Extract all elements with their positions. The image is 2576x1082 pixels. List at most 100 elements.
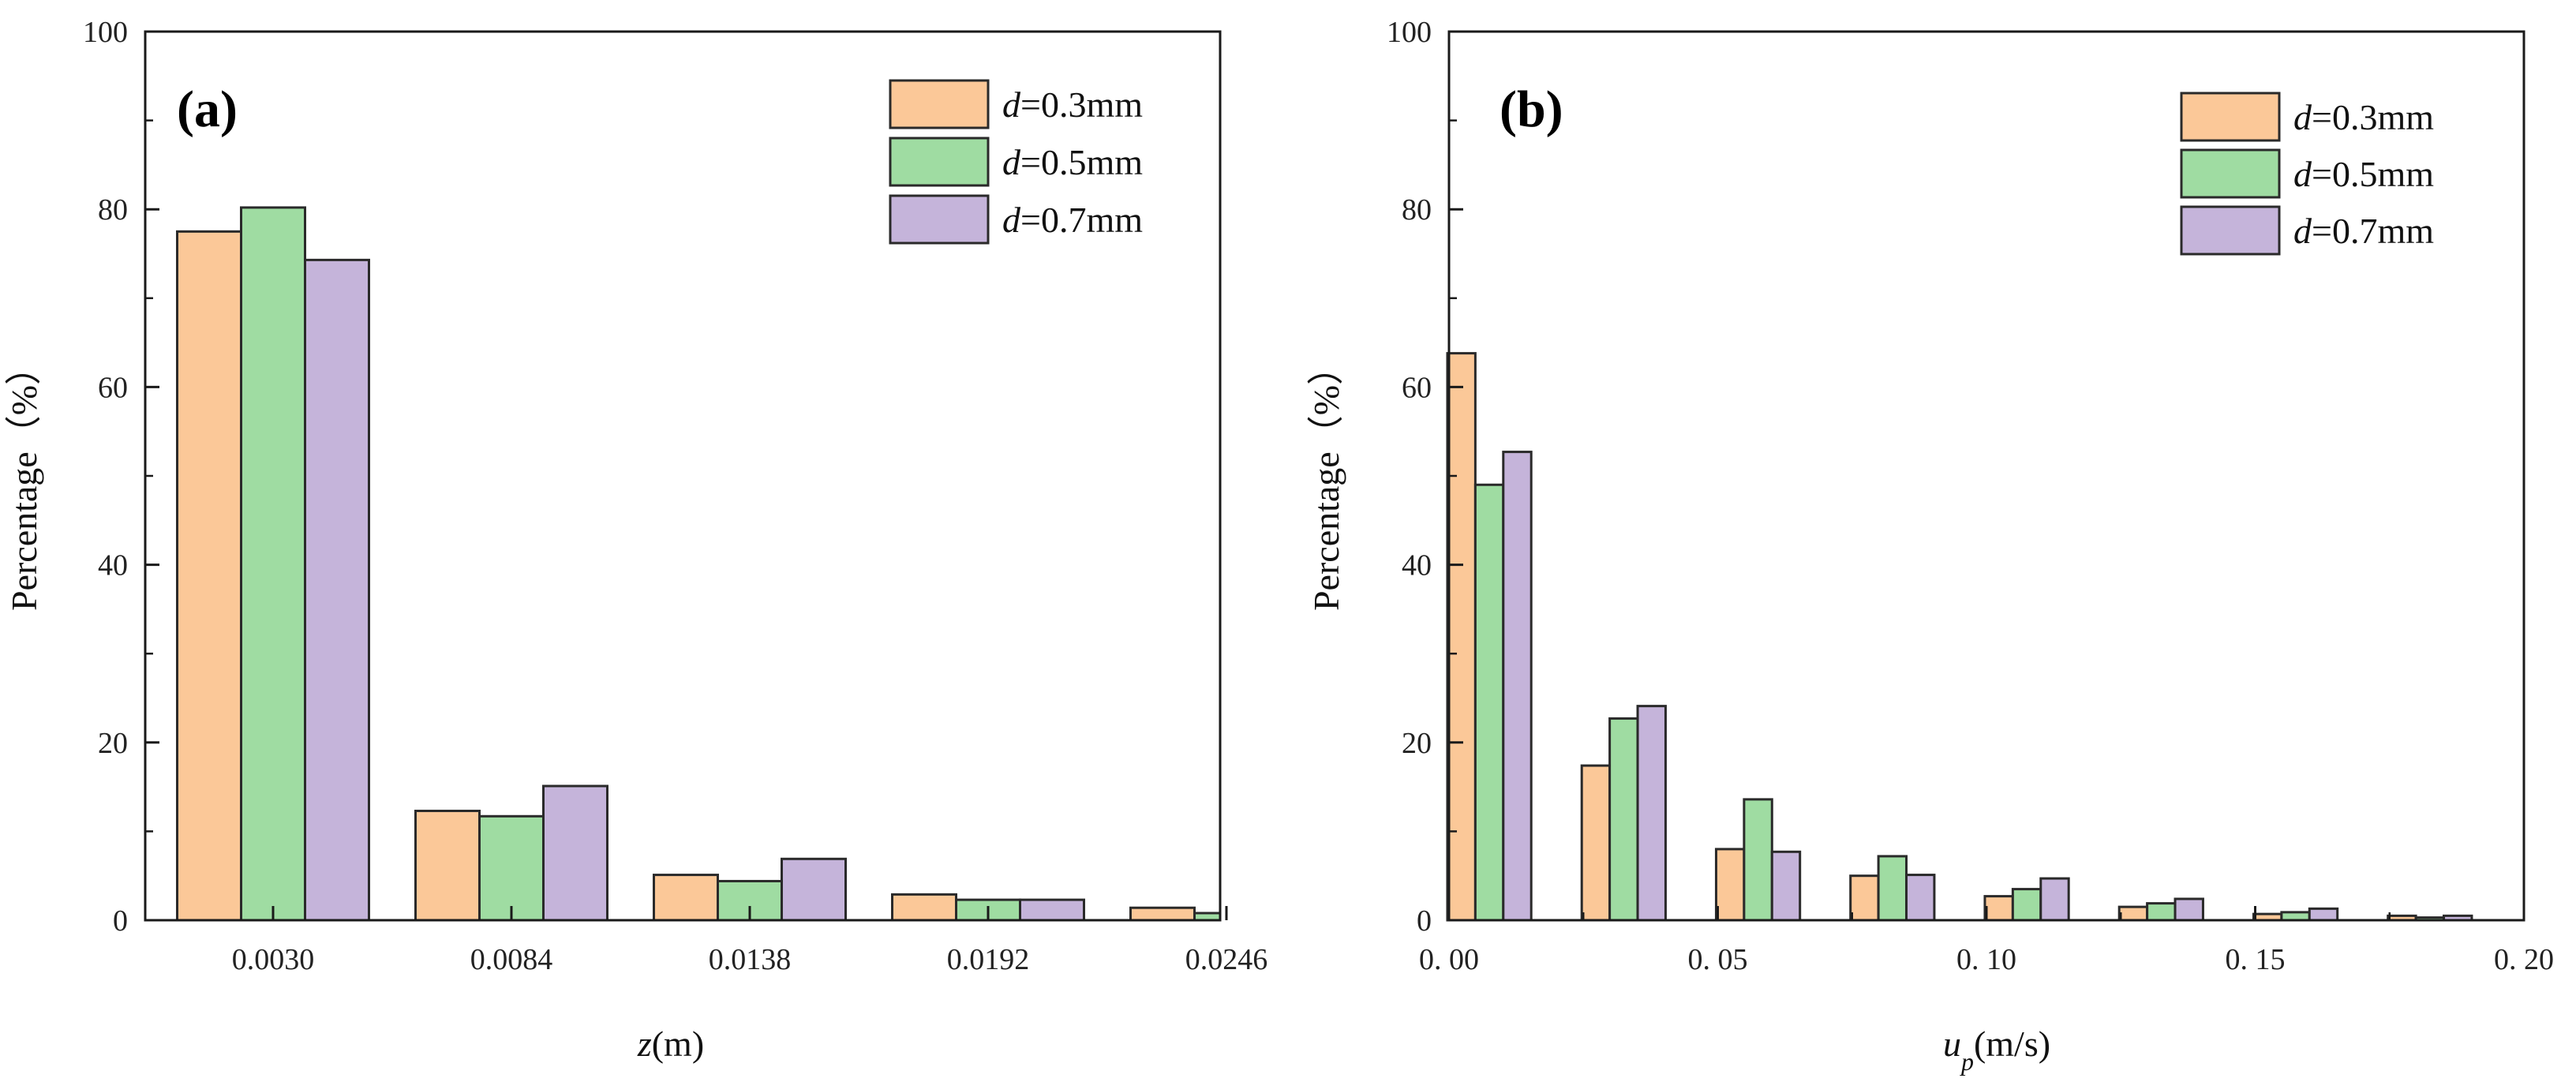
panel-b-y-tick-label-0: 0 bbox=[1417, 904, 1432, 938]
panel-b-legend-value-2: =0.7mm bbox=[2312, 211, 2434, 251]
panel-b-bar-s1-c5 bbox=[2146, 902, 2177, 922]
panel-a-legend-symbol-0: d bbox=[1002, 84, 1021, 125]
panel-a-legend-swatch-1 bbox=[889, 137, 990, 187]
panel-b-bar-s0-c4 bbox=[1983, 895, 2014, 922]
panel-a-y-tick-label-3: 60 bbox=[98, 371, 128, 404]
panel-b-y-tick-label-2: 40 bbox=[1402, 549, 1432, 582]
panel-b-bar-s2-c1 bbox=[1636, 705, 1667, 922]
panel-a-legend-value-2: =0.7mm bbox=[1020, 200, 1143, 240]
panel-a-y-tick-label-2: 40 bbox=[98, 549, 128, 582]
panel-a-bar-s2-c0 bbox=[304, 258, 370, 922]
panel-a-bar-s2-c3 bbox=[1019, 898, 1085, 922]
panel-b-bar-s0-c5 bbox=[2117, 905, 2149, 922]
panel-b-axes bbox=[1447, 30, 2525, 922]
panel-b-legend-swatch-0 bbox=[2180, 92, 2281, 142]
panel-a-legend-symbol-1: d bbox=[1002, 142, 1021, 182]
panel-b-legend-label-2: d=0.7mm bbox=[2293, 211, 2434, 251]
panel-b-x-axis-title: up(m/s) bbox=[1943, 1024, 2050, 1076]
panel-b-x-tick-label-0: 0. 00 bbox=[1419, 943, 1479, 976]
panel-b-bar-s1-c1 bbox=[1608, 717, 1639, 922]
panel-a-legend-swatch-2 bbox=[889, 194, 990, 245]
panel-a-x-tick-label-2: 0.0138 bbox=[709, 943, 792, 976]
panel-b-bar-s0-c1 bbox=[1580, 764, 1612, 922]
panel-b-legend-value-1: =0.5mm bbox=[2312, 154, 2434, 194]
panel-a-x-tick-label-1: 0.0084 bbox=[470, 943, 553, 976]
panel-b-legend-swatch-1 bbox=[2180, 148, 2281, 199]
panel-a-y-axis-title: Percentage（%） bbox=[4, 349, 44, 611]
panel-a-legend-value-1: =0.5mm bbox=[1020, 142, 1143, 182]
panel-b-y-tick-label-3: 60 bbox=[1402, 371, 1432, 404]
panel-b-y-tick-labels: 0 20 40 60 80 100 bbox=[1387, 16, 1432, 938]
panel-a-x-tick-label-0: 0.0030 bbox=[232, 943, 315, 976]
panel-a-y-tick-label-1: 20 bbox=[98, 727, 128, 760]
panel-b-y-tick-label-5: 100 bbox=[1387, 16, 1432, 49]
panel-b-legend-label-0: d=0.3mm bbox=[2293, 97, 2434, 137]
panel-b-bars bbox=[1446, 352, 2473, 922]
panel-a-bar-s0-c0 bbox=[176, 230, 242, 922]
panel-b-bar-s2-c3 bbox=[1905, 874, 1936, 922]
panel-a-label: (a) bbox=[177, 80, 238, 138]
panel-a-y-tick-labels: 0 20 40 60 80 100 bbox=[83, 16, 128, 938]
panel-b-legend-symbol-2: d bbox=[2293, 211, 2312, 251]
panel-a-legend-swatch-0 bbox=[889, 79, 990, 129]
panel-b-bar-s1-c0 bbox=[1473, 483, 1505, 922]
panel-a-legend-label-0: d=0.3mm bbox=[1002, 84, 1143, 125]
panel-a-x-tick-labels: 0.0030 0.0084 0.0138 0.0192 0.0246 bbox=[232, 943, 1268, 976]
panel-b-x-tick-label-3: 0. 15 bbox=[2226, 943, 2286, 976]
panel-a-x-tick-label-3: 0.0192 bbox=[947, 943, 1030, 976]
panel-b-chart: 0 20 40 60 80 100 0. 00 0. 05 0. 10 0. 15 0. 20 (… bbox=[1306, 16, 2554, 1076]
panel-b-x-axis-symbol: u bbox=[1943, 1024, 1961, 1064]
panel-b-legend-swatch-2 bbox=[2180, 205, 2281, 256]
panel-b-y-tick-label-4: 80 bbox=[1402, 193, 1432, 227]
panel-a-bar-s0-c2 bbox=[653, 874, 719, 922]
panel-a-x-tick-label-4: 0.0246 bbox=[1185, 943, 1268, 976]
panel-b-legend-symbol-1: d bbox=[2293, 154, 2312, 194]
panel-b-y-tick-label-1: 20 bbox=[1402, 727, 1432, 760]
panel-b-legend: d=0.3mm d=0.5mm d=0.7mm bbox=[2180, 92, 2434, 256]
panel-a-bar-s0-c1 bbox=[414, 810, 481, 922]
panel-a-legend: d=0.3mm d=0.5mm d=0.7mm bbox=[889, 79, 1143, 245]
panel-a-x-axis-title: z(m) bbox=[637, 1024, 704, 1064]
panel-b-bar-s2-c4 bbox=[2039, 877, 2070, 922]
panel-b-bar-s1-c3 bbox=[1877, 855, 1908, 922]
panel-a-axes bbox=[144, 30, 1228, 922]
panel-a-bars bbox=[176, 206, 1222, 922]
panel-a-bar-s1-c0 bbox=[240, 206, 306, 922]
panel-a-x-axis-symbol: z bbox=[637, 1024, 652, 1064]
panel-a-bar-s2-c1 bbox=[542, 784, 608, 922]
panel-b-bar-s2-c2 bbox=[1770, 850, 1802, 922]
panel-a-legend-symbol-2: d bbox=[1002, 200, 1021, 240]
panel-b-bar-s1-c4 bbox=[2011, 888, 2042, 922]
panel-b-bar-s1-c2 bbox=[1743, 798, 1773, 922]
panel-b-bar-s2-c5 bbox=[2174, 897, 2204, 922]
panel-b-label: (b) bbox=[1500, 80, 1563, 138]
panel-b-x-tick-labels: 0. 00 0. 05 0. 10 0. 15 0. 20 bbox=[1419, 943, 2554, 976]
panel-a-legend-label-1: d=0.5mm bbox=[1002, 142, 1143, 182]
panel-b-x-tick-label-4: 0. 20 bbox=[2494, 943, 2554, 976]
panel-a-bar-s1-c1 bbox=[478, 814, 545, 922]
panel-a-legend-value-0: =0.3mm bbox=[1020, 84, 1143, 125]
panel-b-legend-value-0: =0.3mm bbox=[2312, 97, 2434, 137]
panel-a-legend-label-2: d=0.7mm bbox=[1002, 200, 1143, 240]
panel-a-bar-s0-c4 bbox=[1129, 906, 1196, 922]
panel-b-bar-s0-c2 bbox=[1714, 848, 1746, 922]
panel-a-y-tick-label-0: 0 bbox=[113, 904, 128, 938]
panel-b-x-tick-label-2: 0. 10 bbox=[1956, 943, 2016, 976]
panel-a-y-tick-label-4: 80 bbox=[98, 193, 128, 227]
panel-b-bar-s0-c0 bbox=[1446, 352, 1477, 922]
panel-a-y-tick-label-5: 100 bbox=[83, 16, 128, 49]
panel-b-bar-s2-c6 bbox=[2308, 907, 2339, 922]
panel-b-x-tick-label-1: 0. 05 bbox=[1688, 943, 1748, 976]
panel-b-bar-s2-c0 bbox=[1502, 451, 1533, 922]
panel-b-bar-s0-c3 bbox=[1849, 874, 1880, 922]
panel-b-x-axis-unit: (m/s) bbox=[1974, 1024, 2050, 1064]
panel-a-bar-s0-c3 bbox=[891, 893, 957, 922]
panel-a-x-axis-unit: (m) bbox=[652, 1024, 704, 1064]
panel-b-legend-symbol-0: d bbox=[2293, 97, 2312, 137]
panel-b-legend-label-1: d=0.5mm bbox=[2293, 154, 2434, 194]
panel-a-bar-s2-c2 bbox=[781, 857, 847, 922]
panel-b-bar-s1-c6 bbox=[2280, 911, 2311, 922]
panel-b-x-axis-subscript: p bbox=[1960, 1047, 1974, 1076]
